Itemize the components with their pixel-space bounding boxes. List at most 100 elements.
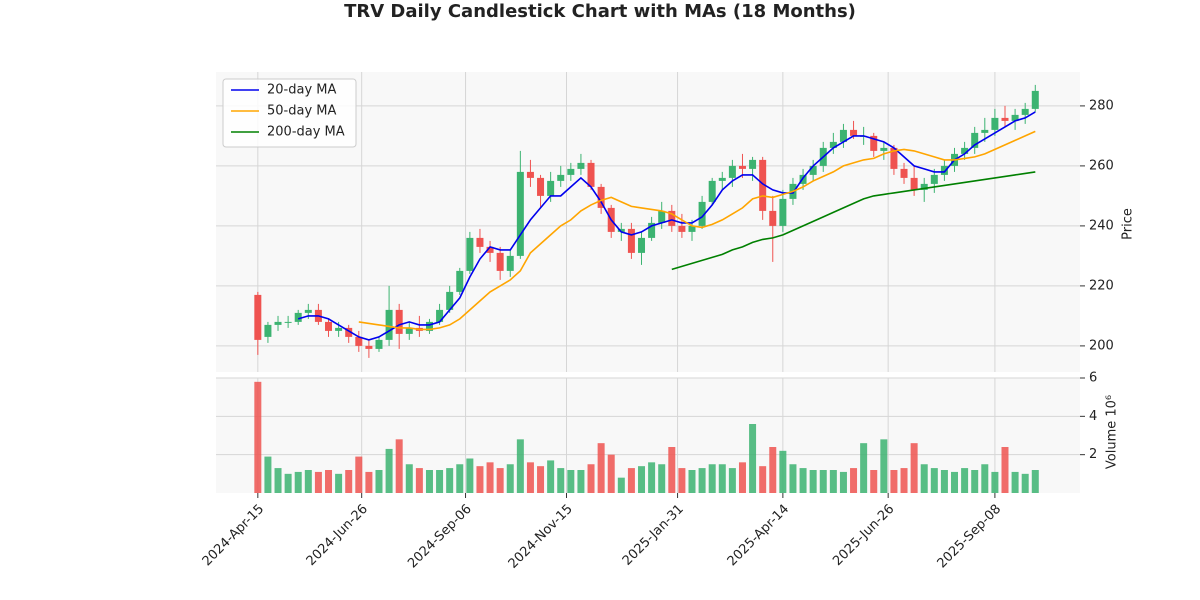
candle-body [405, 327, 413, 334]
candle-body [456, 270, 464, 292]
candle-body [587, 162, 595, 187]
candle-body [486, 246, 494, 253]
volume-tick-label: 4 [1089, 409, 1097, 424]
candle-body [829, 141, 837, 148]
volume-bar [749, 424, 757, 493]
volume-bar [385, 448, 393, 493]
volume-bar [506, 464, 514, 493]
volume-tick-label: 2 [1089, 447, 1097, 462]
candle-body [476, 237, 484, 247]
volume-bar [446, 468, 454, 493]
candle-body [425, 321, 433, 331]
volume-bar [638, 466, 646, 493]
x-tick-label: 2025-Jan-31 [620, 502, 687, 569]
candle-body [355, 336, 363, 346]
candle-body [577, 162, 585, 169]
y-tick-label: 220 [1089, 278, 1114, 293]
candle-body [466, 237, 474, 271]
volume-bar [759, 466, 767, 493]
volume-tick-label: 6 [1089, 371, 1097, 386]
volume-axis-label: Volume 10⁶ [1105, 395, 1120, 469]
candle-body [496, 252, 504, 271]
volume-bar [658, 464, 666, 493]
volume-bar [930, 468, 938, 493]
volume-bar [880, 439, 888, 493]
candle-body [627, 228, 635, 253]
volume-bar [799, 468, 807, 493]
volume-bar [738, 462, 746, 493]
candle-body [516, 171, 524, 256]
volume-bar [829, 470, 837, 493]
volume-bar [1031, 470, 1039, 493]
volume-bar [819, 470, 827, 493]
volume-bar [850, 468, 858, 493]
candle-body [375, 339, 383, 349]
x-tick-label: 2024-Sep-06 [405, 502, 475, 572]
volume-bar [405, 464, 413, 493]
candle-body [345, 327, 353, 337]
legend: 20-day MA 50-day MA 200-day MA [222, 78, 357, 148]
volume-bar [425, 470, 433, 493]
volume-bar [577, 470, 585, 493]
candle-body [991, 117, 999, 130]
candle-body [304, 309, 312, 313]
candle-body [284, 321, 292, 323]
y-axis-label: Price [1121, 208, 1136, 240]
volume-bar [274, 468, 282, 493]
volume-bar [971, 470, 979, 493]
ma-line [671, 171, 1036, 271]
candle-body [597, 186, 605, 208]
legend-label: 20-day MA [267, 83, 336, 98]
candle-body [294, 312, 302, 322]
volume-bar [809, 470, 817, 493]
volume-bar [415, 468, 423, 493]
volume-bar [486, 462, 494, 493]
volume-bar [839, 471, 847, 493]
volume-bar [526, 462, 534, 493]
candle-body [254, 294, 262, 340]
volume-bar [1001, 447, 1009, 493]
candle-body [880, 147, 888, 151]
volume-bar [375, 470, 383, 493]
candle-body [274, 321, 282, 325]
volume-bar [718, 464, 726, 493]
candle-body [446, 291, 454, 310]
volume-bar [728, 468, 736, 493]
volume-bar [325, 470, 333, 493]
volume-bar [648, 462, 656, 493]
candle-body [890, 147, 898, 169]
candle-body [567, 168, 575, 175]
candle-body [738, 165, 746, 169]
x-tick-label: 2025-Sep-08 [935, 502, 1005, 572]
volume-bar [335, 473, 343, 493]
volume-bar [627, 468, 635, 493]
x-tick-label: 2025-Jun-26 [830, 502, 897, 569]
candle-body [708, 180, 716, 202]
volume-bar [304, 470, 312, 493]
volume-bar [940, 470, 948, 493]
x-tick-label: 2024-Apr-15 [200, 502, 267, 569]
volume-bar [436, 470, 444, 493]
candle-body [638, 237, 646, 253]
volume-bar [264, 456, 272, 493]
candle-body [718, 177, 726, 181]
candle-body [698, 201, 706, 226]
volume-bar [769, 447, 777, 493]
legend-box [222, 78, 357, 148]
candle-body [557, 174, 565, 181]
candle-body [668, 210, 676, 226]
volume-bar [345, 470, 353, 493]
volume-bar [870, 470, 878, 493]
volume-bar [860, 443, 868, 493]
candle-body [395, 309, 403, 334]
candle-body [961, 147, 969, 154]
volume-bar [890, 470, 898, 493]
y-tick-label: 240 [1089, 218, 1114, 233]
volume-bar [607, 454, 615, 493]
volume-bar [617, 477, 625, 493]
candle-body [526, 171, 534, 178]
volume-bar [708, 464, 716, 493]
volume-bar [668, 447, 676, 493]
candle-body [617, 228, 625, 232]
candle-body [940, 165, 948, 175]
